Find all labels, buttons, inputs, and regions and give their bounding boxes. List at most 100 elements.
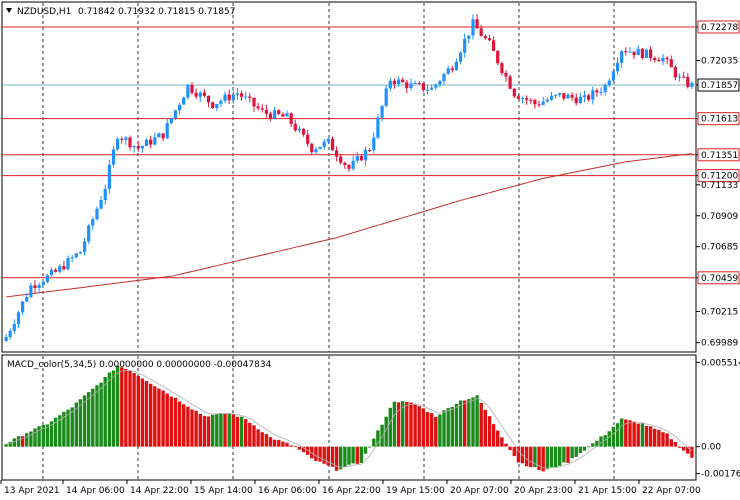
candle-body [520, 98, 525, 100]
macd-bar [41, 425, 45, 447]
candle-body [587, 95, 591, 100]
macd-bar [599, 436, 603, 447]
candle-body [231, 94, 235, 101]
macd-bar [388, 407, 392, 447]
macd-bar [272, 439, 277, 447]
candle-body [677, 76, 682, 78]
macd-bar [223, 413, 227, 447]
candle-body [277, 110, 281, 115]
macd-bar [421, 408, 426, 447]
candle-body [392, 80, 396, 85]
macd-bar [578, 446, 583, 453]
candle-body [264, 109, 268, 114]
macd-bar [190, 409, 194, 447]
candle-body [467, 35, 471, 39]
candle-body [99, 200, 103, 209]
macd-bar [351, 446, 355, 464]
macd-bar [219, 413, 223, 447]
current-price-tag [697, 78, 740, 92]
candle-body [483, 36, 487, 39]
candle-body [644, 49, 649, 58]
candle-body [355, 156, 359, 161]
candle-body [442, 74, 446, 82]
candle-body [421, 83, 425, 91]
macd-bar [529, 446, 533, 468]
candle-body [211, 102, 215, 108]
candle-body [430, 87, 434, 90]
candle-body [653, 57, 657, 60]
macd-bar [111, 370, 116, 447]
macd-bar [644, 426, 649, 447]
candle-body [41, 282, 45, 285]
macd-bar [87, 392, 91, 447]
candle-body [49, 269, 54, 276]
macd-bar [661, 432, 665, 447]
macd-bar [310, 446, 314, 459]
candle-body [463, 38, 467, 53]
candle-body [549, 95, 554, 100]
price-axis-label: 0.71613 [701, 115, 738, 125]
candle-body [690, 83, 694, 87]
macd-bar [541, 446, 545, 472]
candle-body [206, 95, 211, 103]
candle-body [574, 97, 578, 103]
macd-bar [628, 420, 632, 447]
macd-bar [239, 416, 244, 447]
ohlc-readout: 0.71842 0.71932 0.71815 0.71857 [78, 7, 235, 17]
candle-body [541, 101, 545, 105]
macd-bar [368, 446, 372, 448]
macd-bar [442, 410, 446, 447]
time-axis-label: 19 Apr 15:00 [386, 486, 445, 496]
candle-body [673, 67, 677, 78]
macd-bar [359, 446, 364, 463]
macd-bar [496, 430, 500, 447]
candle-body [120, 138, 124, 140]
candle-body [302, 128, 306, 135]
candle-body [161, 133, 165, 139]
macd-bar [475, 395, 479, 447]
candle-body [570, 94, 574, 98]
chart-menu-triangle-icon[interactable] [6, 8, 12, 13]
candle-body [661, 57, 665, 62]
macd-bar [37, 426, 41, 447]
macd-bar [140, 378, 145, 447]
candle-body [29, 285, 33, 297]
macd-bar [677, 446, 682, 448]
candle-body [223, 94, 227, 101]
macd-bar [115, 365, 120, 447]
macd-bar [376, 430, 380, 447]
macd-bar [12, 438, 16, 447]
time-axis-label: 14 Apr 06:00 [66, 486, 125, 496]
candle-body [103, 188, 107, 200]
macd-bar [553, 446, 558, 468]
candle-body [438, 81, 442, 85]
candle-body [153, 137, 157, 145]
candle-body [607, 80, 611, 86]
candle-body [446, 68, 450, 74]
macd-bar [66, 409, 70, 447]
candle-body [649, 49, 653, 58]
candle-body [525, 98, 529, 100]
candle-body [273, 110, 277, 119]
symbol-timeframe: NZDUSD,H1 [17, 7, 71, 17]
level-price-tag [697, 271, 740, 285]
macd-bar [611, 426, 616, 447]
macd-bar [120, 367, 124, 447]
macd-bar [533, 446, 537, 468]
candle-body [157, 133, 161, 138]
macd-bar [591, 443, 595, 447]
macd-bar [500, 437, 504, 447]
candle-body [260, 108, 264, 110]
candle-body [554, 94, 558, 96]
macd-bar [438, 414, 442, 447]
candle-body [686, 76, 690, 87]
macd-bar [231, 414, 235, 447]
macd-bar [82, 395, 87, 447]
macd-bar [343, 446, 347, 467]
candle-body [289, 113, 293, 124]
macd-bar [264, 434, 269, 447]
candle-body [116, 138, 120, 150]
macd-bar [545, 446, 549, 470]
candle-body [459, 52, 463, 62]
